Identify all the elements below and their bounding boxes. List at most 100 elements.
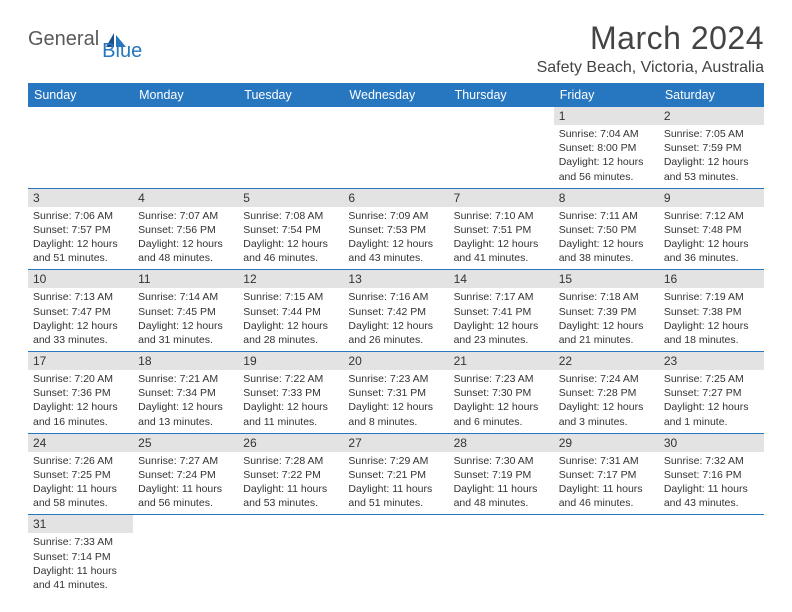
day-cell: 13Sunrise: 7:16 AMSunset: 7:42 PMDayligh… (343, 270, 448, 352)
day-number: 27 (343, 434, 448, 452)
day-number: 2 (659, 107, 764, 125)
day-cell: 17Sunrise: 7:20 AMSunset: 7:36 PMDayligh… (28, 352, 133, 434)
logo-text-blue: Blue (102, 40, 142, 63)
day-content: Sunrise: 7:27 AMSunset: 7:24 PMDaylight:… (133, 452, 238, 515)
day-cell: 12Sunrise: 7:15 AMSunset: 7:44 PMDayligh… (238, 270, 343, 352)
day-cell: 7Sunrise: 7:10 AMSunset: 7:51 PMDaylight… (449, 188, 554, 270)
day-cell: 31Sunrise: 7:33 AMSunset: 7:14 PMDayligh… (28, 515, 133, 596)
day-number: 6 (343, 189, 448, 207)
day-content: Sunrise: 7:19 AMSunset: 7:38 PMDaylight:… (659, 288, 764, 351)
day-content: Sunrise: 7:05 AMSunset: 7:59 PMDaylight:… (659, 125, 764, 188)
day-number: 12 (238, 270, 343, 288)
day-content: Sunrise: 7:23 AMSunset: 7:31 PMDaylight:… (343, 370, 448, 433)
day-number: 7 (449, 189, 554, 207)
day-number: 30 (659, 434, 764, 452)
day-cell: 20Sunrise: 7:23 AMSunset: 7:31 PMDayligh… (343, 352, 448, 434)
day-cell: 21Sunrise: 7:23 AMSunset: 7:30 PMDayligh… (449, 352, 554, 434)
day-content: Sunrise: 7:14 AMSunset: 7:45 PMDaylight:… (133, 288, 238, 351)
day-content: Sunrise: 7:13 AMSunset: 7:47 PMDaylight:… (28, 288, 133, 351)
day-number: 14 (449, 270, 554, 288)
day-content: Sunrise: 7:09 AMSunset: 7:53 PMDaylight:… (343, 207, 448, 270)
day-number: 17 (28, 352, 133, 370)
empty-cell (133, 107, 238, 188)
day-cell: 1Sunrise: 7:04 AMSunset: 8:00 PMDaylight… (554, 107, 659, 188)
day-content: Sunrise: 7:08 AMSunset: 7:54 PMDaylight:… (238, 207, 343, 270)
weekday-header: Monday (133, 83, 238, 107)
day-number: 16 (659, 270, 764, 288)
day-cell: 19Sunrise: 7:22 AMSunset: 7:33 PMDayligh… (238, 352, 343, 434)
empty-cell (238, 107, 343, 188)
day-content: Sunrise: 7:33 AMSunset: 7:14 PMDaylight:… (28, 533, 133, 596)
day-content: Sunrise: 7:21 AMSunset: 7:34 PMDaylight:… (133, 370, 238, 433)
day-cell: 6Sunrise: 7:09 AMSunset: 7:53 PMDaylight… (343, 188, 448, 270)
day-content: Sunrise: 7:22 AMSunset: 7:33 PMDaylight:… (238, 370, 343, 433)
day-content: Sunrise: 7:06 AMSunset: 7:57 PMDaylight:… (28, 207, 133, 270)
empty-cell (554, 515, 659, 596)
empty-cell (449, 515, 554, 596)
day-content: Sunrise: 7:25 AMSunset: 7:27 PMDaylight:… (659, 370, 764, 433)
day-cell: 18Sunrise: 7:21 AMSunset: 7:34 PMDayligh… (133, 352, 238, 434)
location: Safety Beach, Victoria, Australia (537, 59, 764, 77)
day-cell: 2Sunrise: 7:05 AMSunset: 7:59 PMDaylight… (659, 107, 764, 188)
logo: General Blue (28, 20, 168, 51)
day-number: 11 (133, 270, 238, 288)
day-content: Sunrise: 7:23 AMSunset: 7:30 PMDaylight:… (449, 370, 554, 433)
day-number: 10 (28, 270, 133, 288)
day-cell: 16Sunrise: 7:19 AMSunset: 7:38 PMDayligh… (659, 270, 764, 352)
day-cell: 27Sunrise: 7:29 AMSunset: 7:21 PMDayligh… (343, 433, 448, 515)
day-content: Sunrise: 7:17 AMSunset: 7:41 PMDaylight:… (449, 288, 554, 351)
day-cell: 24Sunrise: 7:26 AMSunset: 7:25 PMDayligh… (28, 433, 133, 515)
empty-cell (238, 515, 343, 596)
day-content: Sunrise: 7:04 AMSunset: 8:00 PMDaylight:… (554, 125, 659, 188)
day-content: Sunrise: 7:32 AMSunset: 7:16 PMDaylight:… (659, 452, 764, 515)
day-content: Sunrise: 7:18 AMSunset: 7:39 PMDaylight:… (554, 288, 659, 351)
day-number: 4 (133, 189, 238, 207)
day-cell: 4Sunrise: 7:07 AMSunset: 7:56 PMDaylight… (133, 188, 238, 270)
calendar-table: Sunday Monday Tuesday Wednesday Thursday… (28, 83, 764, 596)
weekday-header: Sunday (28, 83, 133, 107)
day-cell: 10Sunrise: 7:13 AMSunset: 7:47 PMDayligh… (28, 270, 133, 352)
calendar-week-row: 10Sunrise: 7:13 AMSunset: 7:47 PMDayligh… (28, 270, 764, 352)
day-number: 1 (554, 107, 659, 125)
day-content: Sunrise: 7:20 AMSunset: 7:36 PMDaylight:… (28, 370, 133, 433)
day-number: 8 (554, 189, 659, 207)
month-title: March 2024 (537, 20, 764, 57)
day-content: Sunrise: 7:07 AMSunset: 7:56 PMDaylight:… (133, 207, 238, 270)
day-number: 25 (133, 434, 238, 452)
day-number: 29 (554, 434, 659, 452)
day-cell: 29Sunrise: 7:31 AMSunset: 7:17 PMDayligh… (554, 433, 659, 515)
day-number: 13 (343, 270, 448, 288)
weekday-header: Saturday (659, 83, 764, 107)
day-number: 18 (133, 352, 238, 370)
day-content: Sunrise: 7:16 AMSunset: 7:42 PMDaylight:… (343, 288, 448, 351)
day-cell: 3Sunrise: 7:06 AMSunset: 7:57 PMDaylight… (28, 188, 133, 270)
calendar-week-row: 24Sunrise: 7:26 AMSunset: 7:25 PMDayligh… (28, 433, 764, 515)
calendar-week-row: 31Sunrise: 7:33 AMSunset: 7:14 PMDayligh… (28, 515, 764, 596)
day-cell: 5Sunrise: 7:08 AMSunset: 7:54 PMDaylight… (238, 188, 343, 270)
weekday-header: Thursday (449, 83, 554, 107)
day-content: Sunrise: 7:28 AMSunset: 7:22 PMDaylight:… (238, 452, 343, 515)
day-number: 21 (449, 352, 554, 370)
day-content: Sunrise: 7:26 AMSunset: 7:25 PMDaylight:… (28, 452, 133, 515)
weekday-header: Friday (554, 83, 659, 107)
day-cell: 26Sunrise: 7:28 AMSunset: 7:22 PMDayligh… (238, 433, 343, 515)
day-number: 31 (28, 515, 133, 533)
weekday-header: Wednesday (343, 83, 448, 107)
day-cell: 25Sunrise: 7:27 AMSunset: 7:24 PMDayligh… (133, 433, 238, 515)
empty-cell (28, 107, 133, 188)
day-content: Sunrise: 7:29 AMSunset: 7:21 PMDaylight:… (343, 452, 448, 515)
day-content: Sunrise: 7:12 AMSunset: 7:48 PMDaylight:… (659, 207, 764, 270)
empty-cell (449, 107, 554, 188)
header: General Blue March 2024 Safety Beach, Vi… (28, 20, 764, 77)
day-number: 15 (554, 270, 659, 288)
day-cell: 8Sunrise: 7:11 AMSunset: 7:50 PMDaylight… (554, 188, 659, 270)
logo-text-general: General (28, 28, 99, 51)
empty-cell (133, 515, 238, 596)
day-cell: 14Sunrise: 7:17 AMSunset: 7:41 PMDayligh… (449, 270, 554, 352)
day-cell: 11Sunrise: 7:14 AMSunset: 7:45 PMDayligh… (133, 270, 238, 352)
day-number: 3 (28, 189, 133, 207)
day-content: Sunrise: 7:31 AMSunset: 7:17 PMDaylight:… (554, 452, 659, 515)
day-content: Sunrise: 7:10 AMSunset: 7:51 PMDaylight:… (449, 207, 554, 270)
day-number: 22 (554, 352, 659, 370)
day-cell: 30Sunrise: 7:32 AMSunset: 7:16 PMDayligh… (659, 433, 764, 515)
